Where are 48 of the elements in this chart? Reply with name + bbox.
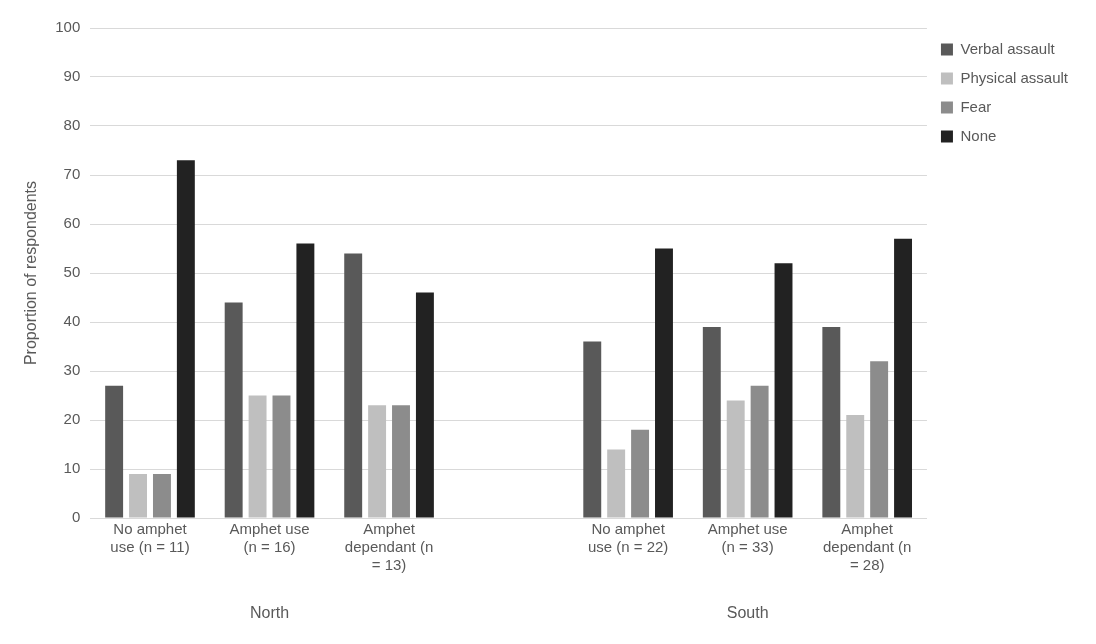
- bar: [583, 341, 602, 518]
- y-tick-label: 70: [63, 165, 81, 183]
- x-tick-label: No amphet use (n = 22): [587, 520, 669, 556]
- bar: [105, 385, 124, 518]
- bar: [248, 395, 267, 518]
- y-tick-label: 0: [71, 508, 81, 526]
- x-tick-label: Amphet use (n = 16): [229, 520, 310, 556]
- y-tick-label: 50: [63, 263, 81, 281]
- legend-label: Physical assault: [960, 68, 1069, 86]
- bar: [224, 302, 243, 518]
- legend-label: Fear: [960, 97, 992, 115]
- y-tick-label: 60: [63, 214, 81, 232]
- y-tick-label: 20: [63, 410, 81, 428]
- bar: [655, 248, 673, 518]
- y-tick-label: 40: [63, 312, 81, 330]
- bar: [392, 405, 410, 518]
- text: South: [726, 604, 769, 621]
- legend-label: Verbal assault: [960, 39, 1056, 57]
- bar: [176, 160, 195, 518]
- bar: [129, 473, 148, 518]
- legend-label: None: [960, 126, 997, 144]
- bar: [296, 243, 315, 518]
- bar: [415, 292, 434, 518]
- y-tick-label: 90: [63, 67, 81, 85]
- bar: [152, 473, 171, 518]
- bar: [344, 253, 363, 518]
- bar: [750, 385, 769, 518]
- x-tick-label: Amphet use (n = 33): [707, 520, 788, 556]
- bar: [726, 400, 745, 518]
- bar: [272, 395, 291, 518]
- bar: [702, 326, 721, 518]
- y-axis-title: Proportion of respondents: [22, 180, 40, 366]
- text: North: [249, 604, 290, 621]
- bar: [607, 449, 626, 518]
- y-tick-label: 30: [63, 361, 81, 379]
- bar: [774, 263, 793, 518]
- y-tick-label: 100: [55, 18, 81, 36]
- bar: [368, 405, 387, 518]
- y-tick-label: 80: [63, 116, 81, 134]
- y-tick-label: 10: [63, 459, 81, 477]
- x-tick-label: Amphet dependant (n = 13): [344, 520, 434, 574]
- x-tick-label: No amphet use (n = 11): [110, 520, 190, 556]
- bar: [822, 326, 841, 518]
- bar: [631, 429, 650, 518]
- x-tick-label: Amphet dependant (n = 28): [822, 520, 912, 574]
- bar: [894, 238, 913, 518]
- bar: [870, 361, 889, 518]
- bar: [846, 415, 865, 518]
